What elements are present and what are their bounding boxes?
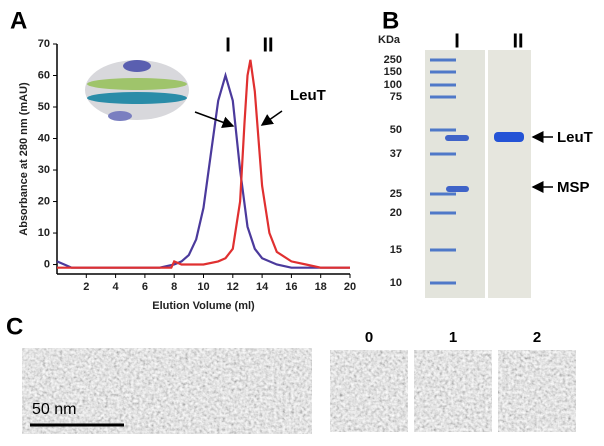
arrow [260,110,283,126]
marker-label: 37 [390,148,402,160]
marker-label: 250 [384,54,402,66]
y-axis-title: Absorbance at 280 nm (mAU) [18,82,30,236]
class-label: 0 [365,329,373,346]
marker-band [430,152,456,156]
annotation: I [225,34,231,56]
x-tick-label: 10 [197,281,209,293]
marker-label: 75 [390,91,402,103]
x-tick-label: 4 [113,281,120,293]
x-tick-label: 6 [142,281,148,293]
lane-label: I [454,30,460,52]
scale-bar-label: 50 nm [32,401,76,418]
marker-band [430,192,456,196]
y-tick-label: 10 [38,227,50,239]
y-tick-label: 20 [38,195,50,207]
annotation: II [262,34,273,56]
panel-label: A [10,7,27,34]
micrographs [22,348,576,434]
x-axis-title: Elution Volume (ml) [152,300,255,312]
marker-band [430,58,456,62]
x-tick-label: 20 [344,281,356,293]
band-label: MSP [557,179,590,196]
marker-label: 15 [390,244,402,256]
y-tick-label: 40 [38,132,50,144]
marker-label: 100 [384,79,402,91]
gel [425,50,553,298]
marker-band [430,83,456,87]
x-tick-label: 14 [256,281,269,293]
marker-band [430,248,456,252]
x-tick-label: 18 [315,281,327,293]
marker-label: 50 [390,124,402,136]
y-tick-label: 0 [44,258,50,270]
annotation: LeuT [290,87,326,104]
lane-label: II [512,30,523,52]
x-tick-label: 12 [227,281,239,293]
x-tick-label: 8 [171,281,177,293]
gel-unit: KDa [378,34,401,46]
marker-label: 25 [390,188,402,200]
x-tick-label: 16 [285,281,297,293]
marker-band [430,211,456,215]
marker-band [430,281,456,285]
marker-label: 150 [384,66,402,78]
panel-label: C [6,313,23,340]
x-tick-label: 2 [83,281,89,293]
class-label: 2 [533,329,541,346]
y-tick-label: 60 [38,69,50,81]
marker-band [430,70,456,74]
class-label: 1 [449,329,457,346]
marker-band [430,95,456,99]
y-tick-label: 50 [38,101,50,113]
y-tick-label: 70 [38,38,50,50]
arrow [194,111,235,129]
y-tick-label: 30 [38,164,50,176]
marker-label: 10 [390,277,402,289]
panel-label: B [382,7,399,34]
structure-inset [85,60,189,121]
marker-band [430,128,456,132]
band-label: LeuT [557,129,593,146]
series-line [57,59,350,269]
marker-label: 20 [390,207,402,219]
